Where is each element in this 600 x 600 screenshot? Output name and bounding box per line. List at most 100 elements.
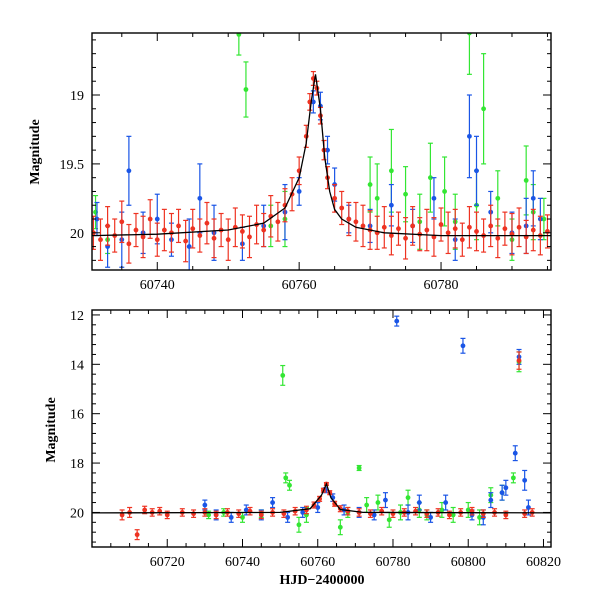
bottom-blue-point-17 (416, 494, 422, 511)
top-red-point-22 (246, 215, 252, 259)
bottom-red-point-41 (516, 351, 522, 370)
top-green-point-6 (367, 156, 373, 213)
bottom-red-point-29 (379, 506, 385, 516)
bottom-xtick-label: 60720 (150, 555, 185, 570)
bottom-green-point-11 (356, 464, 362, 472)
bottom-green-point-20 (450, 506, 456, 523)
bottom-xtick-label: 60740 (225, 555, 260, 570)
top-red-point-65 (530, 208, 536, 252)
bottom-blue-point-23 (488, 492, 494, 509)
bottom-blue-point-8 (315, 501, 321, 514)
bottom-ylabel: Magnitude (44, 397, 59, 462)
top-red-point-25 (268, 194, 274, 238)
top-red-point-24 (261, 212, 267, 248)
bottom-red-point-0 (119, 509, 125, 521)
top-red-point-16 (204, 201, 210, 245)
top-red-point-26 (275, 201, 281, 242)
bottom-green-point-16 (405, 489, 411, 506)
bottom-red-point-35 (446, 510, 452, 520)
bottom-xtick-label: 60780 (375, 555, 410, 570)
top-red-point-6 (133, 212, 139, 248)
bottom-blue-point-28 (522, 469, 528, 491)
top-xtick-label: 60740 (140, 278, 175, 293)
top-red-point-63 (516, 207, 522, 248)
bottom-red-point-28 (367, 509, 373, 518)
bottom-xtick-label: 60800 (451, 555, 486, 570)
bottom-red-point-42 (522, 509, 528, 518)
bottom-xlabel: HJD−2400000 (280, 573, 365, 588)
top-green-point-17 (495, 170, 501, 227)
top-green-point-2 (236, 33, 242, 56)
top-red-point-57 (474, 211, 480, 252)
top-red-point-17 (211, 218, 217, 259)
top-red-point-5 (126, 223, 132, 264)
bottom-plot-area (92, 315, 551, 541)
top-blue-point-24 (466, 94, 472, 179)
bottom-red-point-39 (492, 508, 498, 517)
bottom-panel-full: 60720 60740 60760 60780 60800 60820 12 14 16 18 20 (70, 309, 561, 570)
top-red-point-41 (360, 204, 366, 248)
top-red-point-44 (381, 206, 387, 249)
top-red-point-4 (119, 200, 125, 244)
bottom-red-point-1 (127, 506, 133, 518)
top-green-point-14 (466, 33, 472, 75)
top-red-point-60 (495, 218, 501, 259)
bottom-red-point-13 (247, 506, 253, 516)
bottom-blue-point-19 (443, 494, 449, 511)
bottom-green-point-13 (375, 494, 381, 511)
bottom-series-blue (202, 315, 531, 526)
bottom-blue-point-2 (228, 511, 234, 523)
top-series-green (93, 33, 547, 261)
bottom-series-red (119, 351, 535, 541)
bottom-axes-frame (91, 309, 552, 548)
top-ylabel: Magnitude (28, 119, 43, 184)
top-blue-point-22 (431, 177, 437, 220)
top-blue-point-16 (325, 135, 331, 165)
top-red-point-53 (445, 211, 451, 255)
bottom-green-point-5 (283, 472, 289, 484)
top-red-point-56 (466, 206, 472, 249)
top-red-point-39 (346, 201, 352, 237)
bottom-ytick-label: 18 (70, 457, 84, 472)
top-red-point-46 (395, 211, 401, 246)
bottom-blue-point-6 (285, 511, 291, 523)
top-axes-frame (91, 32, 552, 271)
top-ytick-label: 20 (70, 227, 84, 242)
top-green-point-9 (403, 166, 409, 223)
top-red-point-12 (176, 208, 182, 244)
top-red-point-14 (190, 208, 196, 249)
bottom-xtick-label: 60820 (526, 555, 561, 570)
top-green-point-3 (243, 61, 249, 118)
top-red-point-21 (239, 214, 245, 249)
top-xtick-label: 60760 (282, 278, 317, 293)
top-red-point-7 (140, 215, 146, 259)
top-red-point-51 (431, 217, 437, 257)
bottom-green-point-9 (337, 519, 343, 536)
bottom-blue-point-15 (394, 315, 400, 327)
bottom-red-point-14 (258, 510, 264, 520)
bottom-green-point-21 (465, 501, 471, 518)
top-panel-zoom: 60740 60760 60780 19 19.5 20 (60, 32, 552, 293)
bottom-blue-point-7 (300, 506, 306, 518)
bottom-blue-point-25 (503, 479, 509, 496)
top-red-point-45 (388, 215, 394, 256)
bottom-blue-point-13 (371, 509, 377, 521)
bottom-ytick-label: 20 (70, 506, 84, 521)
top-model-curve (92, 74, 551, 237)
top-red-point-50 (424, 208, 430, 252)
bottom-ytick-label: 14 (70, 358, 84, 373)
bottom-ytick-label: 12 (70, 309, 84, 324)
top-plot-area (92, 33, 551, 270)
top-red-point-19 (225, 218, 231, 261)
bottom-green-point-25 (510, 472, 516, 484)
bottom-blue-point-24 (499, 484, 505, 501)
top-green-point-16 (481, 53, 487, 165)
bottom-green-point-4 (280, 364, 286, 386)
top-red-point-43 (374, 215, 380, 250)
top-green-point-12 (442, 156, 448, 227)
top-red-point-54 (452, 208, 458, 249)
bottom-red-point-30 (390, 509, 396, 518)
bottom-red-point-8 (191, 509, 197, 518)
